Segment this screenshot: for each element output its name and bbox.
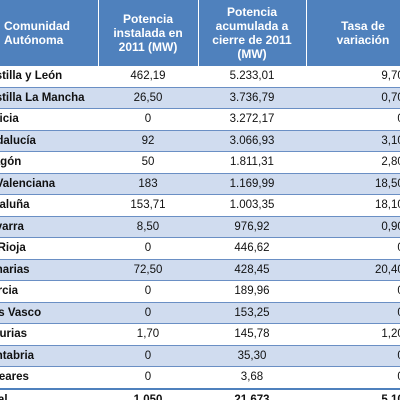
installed-cell: 26,50	[98, 87, 198, 109]
table-row: Andalucía923.066,933,10%	[0, 130, 400, 152]
cumulative-cell: 976,92	[198, 216, 306, 238]
installed-cell: 92	[98, 130, 198, 152]
installed-cell: 72,50	[98, 259, 198, 281]
cumulative-cell: 3.272,17	[198, 108, 306, 131]
rate-cell: 20,40%	[306, 259, 400, 281]
installed-cell: 1,70	[98, 323, 198, 346]
rate-cell: 0%	[306, 108, 400, 131]
cumulative-cell: 3,68	[198, 366, 306, 389]
region-cell: Cataluña	[0, 194, 98, 217]
cumulative-cell: 5.233,01	[198, 66, 306, 88]
rate-cell: 0,90%	[306, 216, 400, 238]
total-installed: 1.050	[98, 387, 198, 400]
header-region: Comunidad Autónoma	[0, 0, 99, 66]
region-cell: Castilla La Mancha	[0, 87, 98, 109]
rate-cell: 1,20%	[306, 323, 400, 346]
rate-cell: 0%	[306, 345, 400, 367]
region-cell: La Rioja	[0, 237, 98, 260]
installed-cell: 0	[98, 366, 198, 389]
rate-cell: 3,10%	[306, 130, 400, 152]
cumulative-cell: 1.169,99	[198, 173, 306, 195]
cumulative-cell: 189,96	[198, 280, 306, 303]
rate-cell: 0%	[306, 237, 400, 260]
table-header-row: Comunidad Autónoma Potencia instalada en…	[0, 0, 400, 66]
total-cumulative: 21.673	[198, 387, 306, 400]
installed-cell: 0	[98, 302, 198, 324]
region-cell: Baleares	[0, 366, 98, 389]
table-row: Cantabria035,300%	[0, 345, 400, 367]
total-label: Total	[0, 387, 98, 400]
cumulative-cell: 3.736,79	[198, 87, 306, 109]
cumulative-cell: 145,78	[198, 323, 306, 346]
cumulative-cell: 3.066,93	[198, 130, 306, 152]
region-cell: C. Valenciana	[0, 173, 98, 195]
table-row: Baleares03,680%	[0, 366, 400, 389]
rate-cell: 9,70%	[306, 66, 400, 88]
installed-cell: 183	[98, 173, 198, 195]
rate-cell: 0,70%	[306, 87, 400, 109]
cumulative-cell: 1.811,31	[198, 151, 306, 174]
table-row: Murcia0189,960%	[0, 280, 400, 303]
cumulative-cell: 153,25	[198, 302, 306, 324]
region-cell: Andalucía	[0, 130, 98, 152]
installed-cell: 153,71	[98, 194, 198, 217]
region-cell: País Vasco	[0, 302, 98, 324]
region-cell: Asturias	[0, 323, 98, 346]
cumulative-cell: 35,30	[198, 345, 306, 367]
cumulative-cell: 446,62	[198, 237, 306, 260]
installed-cell: 0	[98, 237, 198, 260]
region-cell: Cantabria	[0, 345, 98, 367]
rate-cell: 18,50%	[306, 173, 400, 195]
installed-cell: 0	[98, 280, 198, 303]
rate-cell: 2,80%	[306, 151, 400, 174]
region-cell: Canarias	[0, 259, 98, 281]
region-cell: Murcia	[0, 280, 98, 303]
installed-cell: 50	[98, 151, 198, 174]
region-cell: Castilla y León	[0, 66, 98, 88]
installed-cell: 0	[98, 108, 198, 131]
header-rate: Tasa de variación	[306, 0, 400, 66]
region-cell: Galicia	[0, 108, 98, 131]
installed-cell: 462,19	[98, 66, 198, 88]
region-cell: Navarra	[0, 216, 98, 238]
header-installed: Potencia instalada en 2011 (MW)	[98, 0, 199, 66]
region-cell: Aragón	[0, 151, 98, 174]
table-row: Aragón501.811,312,80%	[0, 151, 400, 174]
rate-cell: 0%	[306, 280, 400, 303]
rate-cell: 0%	[306, 302, 400, 324]
cumulative-cell: 1.003,35	[198, 194, 306, 217]
cumulative-cell: 428,45	[198, 259, 306, 281]
table-row: Galicia03.272,170%	[0, 108, 400, 131]
total-rate: 5,10%	[306, 387, 400, 400]
table-body: Castilla y León462,195.233,019,70%Castil…	[0, 66, 400, 400]
rate-cell: 18,10%	[306, 194, 400, 217]
installed-cell: 0	[98, 345, 198, 367]
rate-cell: 0%	[306, 366, 400, 389]
installed-cell: 8,50	[98, 216, 198, 238]
header-cumulative: Potencia acumulada a cierre de 2011 (MW)	[198, 0, 307, 66]
